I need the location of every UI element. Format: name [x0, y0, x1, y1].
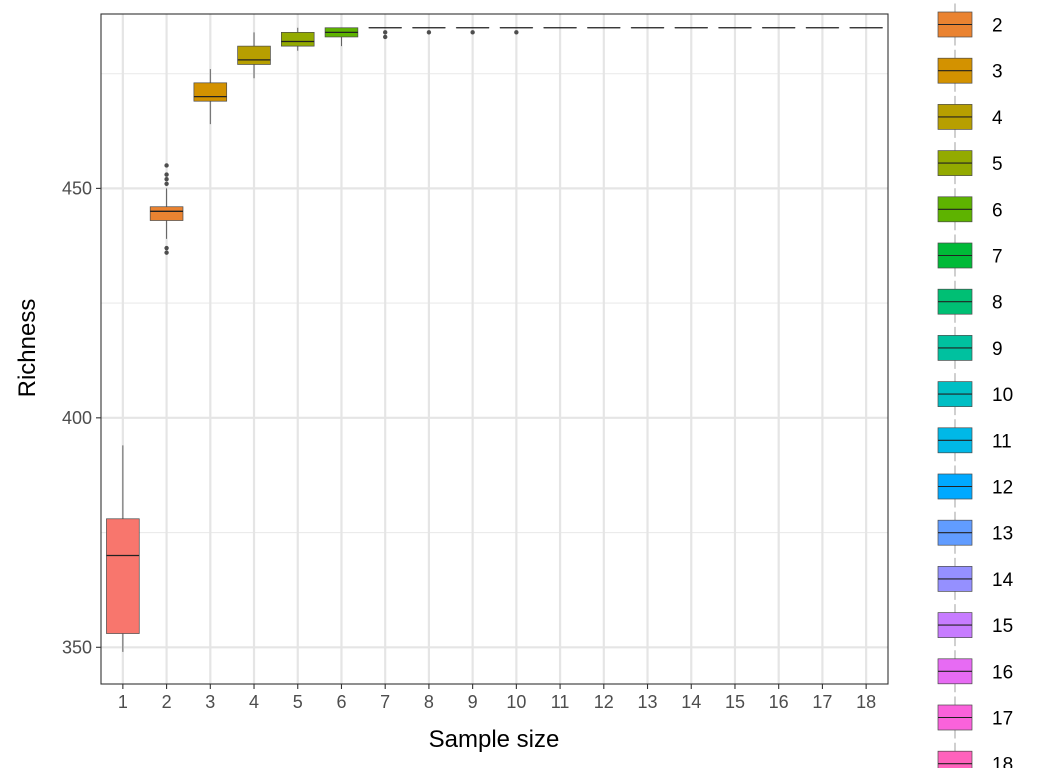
legend-item-9: 9	[938, 327, 1003, 369]
x-tick-label: 6	[336, 692, 346, 712]
legend-item-17: 17	[938, 697, 1013, 739]
grid-layer	[101, 14, 888, 684]
y-axis-title: Richness	[14, 299, 41, 398]
outlier-point	[164, 177, 168, 181]
x-tick-label: 15	[725, 692, 745, 712]
y-tick-label: 450	[62, 178, 92, 198]
x-tick-label: 4	[249, 692, 259, 712]
x-tick-label: 10	[506, 692, 526, 712]
x-tick-label: 1	[118, 692, 128, 712]
outlier-point	[164, 182, 168, 186]
legend-label: 17	[992, 709, 1013, 730]
legend-label: 10	[992, 385, 1013, 406]
x-tick-label: 12	[594, 692, 614, 712]
legend-label: 14	[992, 570, 1014, 591]
legend-key-box	[938, 751, 972, 768]
legend-label: 5	[992, 154, 1003, 175]
x-tick-label: 9	[468, 692, 478, 712]
x-tick-label: 7	[380, 692, 390, 712]
legend-item-15: 15	[938, 604, 1013, 646]
legend-item-11: 11	[938, 419, 1012, 461]
legend-item-18: 18	[938, 743, 1013, 768]
y-tick-label: 400	[62, 408, 92, 428]
legend-label: 9	[992, 339, 1003, 360]
legend-label: 18	[992, 755, 1013, 768]
legend-label: 15	[992, 616, 1013, 637]
box-body	[106, 519, 139, 634]
legend-item-16: 16	[938, 650, 1013, 692]
outlier-point	[383, 30, 387, 34]
x-tick-label: 13	[638, 692, 658, 712]
legend-label: 7	[992, 247, 1003, 268]
legend-item-5: 5	[938, 142, 1003, 184]
outlier-point	[383, 35, 387, 39]
legend-item-2: 2	[938, 4, 1003, 46]
x-tick-label: 5	[293, 692, 303, 712]
x-tick-label: 17	[812, 692, 832, 712]
legend-item-14: 14	[938, 558, 1014, 600]
x-tick-label: 2	[162, 692, 172, 712]
outlier-point	[164, 246, 168, 250]
legend-label: 8	[992, 293, 1003, 314]
legend-item-10: 10	[938, 373, 1013, 415]
legend-item-12: 12	[938, 466, 1013, 508]
x-tick-label: 8	[424, 692, 434, 712]
legend-label: 6	[992, 200, 1003, 221]
box-body	[194, 83, 227, 101]
y-tick-label: 350	[62, 637, 92, 657]
panel-background	[101, 14, 888, 684]
legend-label: 12	[992, 478, 1013, 499]
legend-item-6: 6	[938, 188, 1003, 230]
legend-item-4: 4	[938, 96, 1003, 138]
legend-item-8: 8	[938, 281, 1003, 323]
legend-label: 13	[992, 524, 1013, 545]
x-tick-label: 16	[769, 692, 789, 712]
legend-item-7: 7	[938, 235, 1003, 277]
outlier-point	[164, 172, 168, 176]
box-body	[281, 32, 314, 46]
outlier-point	[514, 30, 518, 34]
legend-label: 11	[992, 431, 1012, 452]
box-body	[150, 207, 183, 221]
outlier-point	[470, 30, 474, 34]
outlier-point	[164, 163, 168, 167]
legend-label: 3	[992, 62, 1003, 83]
legend: 2 3 4 5 6 7 8 9 10 11 12 13 14 15 16 17 18	[938, 4, 1014, 769]
x-tick-label: 11	[551, 692, 570, 712]
x-axis-title: Sample size	[429, 726, 560, 753]
legend-item-13: 13	[938, 512, 1013, 554]
x-tick-label: 14	[681, 692, 701, 712]
x-tick-label: 3	[205, 692, 215, 712]
legend-label: 4	[992, 108, 1003, 129]
legend-item-3: 3	[938, 50, 1003, 92]
outlier-point	[427, 30, 431, 34]
x-tick-label: 18	[856, 692, 876, 712]
outlier-point	[164, 250, 168, 254]
legend-label: 16	[992, 662, 1013, 683]
legend-label: 2	[992, 16, 1003, 37]
box-body	[238, 46, 271, 64]
